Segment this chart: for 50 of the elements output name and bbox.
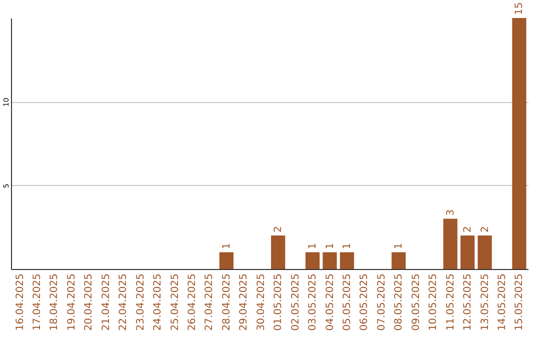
x-tick-label: 20.04.2025 <box>84 274 95 331</box>
bar <box>340 252 354 269</box>
x-tick-label: 08.05.2025 <box>394 274 405 331</box>
bar <box>392 252 406 269</box>
bar <box>219 252 234 269</box>
x-tick-label: 23.04.2025 <box>135 274 146 331</box>
data-label: 15 <box>514 2 526 15</box>
x-tick-label: 19.04.2025 <box>66 274 78 331</box>
x-tick-label: 04.05.2025 <box>324 274 336 331</box>
data-label: 1 <box>221 242 232 250</box>
x-tick-label: 15.05.2025 <box>514 274 526 331</box>
x-tick-label: 28.04.2025 <box>221 274 232 331</box>
bar <box>443 218 458 269</box>
x-tick-label: 17.04.2025 <box>32 274 44 331</box>
x-tick-label: 24.04.2025 <box>152 274 164 331</box>
x-tick-label: 27.04.2025 <box>204 274 216 331</box>
bar <box>271 236 286 269</box>
data-label: 1 <box>308 242 319 250</box>
x-tick-label: 05.05.2025 <box>342 274 353 331</box>
x-tick-label: 07.05.2025 <box>376 274 388 331</box>
x-tick-label: 01.05.2025 <box>273 274 284 331</box>
x-tick-label: 03.05.2025 <box>308 274 319 331</box>
x-tick-label: 13.05.2025 <box>480 274 491 331</box>
x-tick-label: 12.05.2025 <box>462 274 474 331</box>
x-tick-label: 10.05.2025 <box>428 274 440 331</box>
data-label: 1 <box>394 242 405 250</box>
bar <box>512 18 526 269</box>
bar <box>305 252 320 269</box>
x-tick-label: 14.05.2025 <box>496 274 508 331</box>
data-label: 2 <box>480 226 491 233</box>
x-tick-label: 16.04.2025 <box>14 274 26 331</box>
x-tick-label: 11.05.2025 <box>445 274 456 331</box>
x-tick-label: 25.04.2025 <box>170 274 181 331</box>
data-label: 1 <box>342 242 353 250</box>
data-label: 2 <box>273 226 284 233</box>
bar <box>478 236 492 269</box>
bar <box>460 236 475 269</box>
x-tick-label: 26.04.2025 <box>187 274 198 331</box>
x-tick-label: 30.04.2025 <box>256 274 267 331</box>
x-tick-label: 02.05.2025 <box>290 274 302 331</box>
x-tick-label: 06.05.2025 <box>359 274 370 331</box>
bar <box>322 252 337 269</box>
x-tick-label: 22.04.2025 <box>118 274 130 331</box>
data-label: 2 <box>462 226 474 233</box>
x-tick-label: 18.04.2025 <box>49 274 60 331</box>
x-tick-label: 09.05.2025 <box>410 274 422 331</box>
data-label: 1 <box>324 242 336 250</box>
x-tick-label: 29.04.2025 <box>238 274 250 331</box>
data-label: 3 <box>445 209 456 216</box>
x-tick-label: 21.04.2025 <box>100 274 112 331</box>
